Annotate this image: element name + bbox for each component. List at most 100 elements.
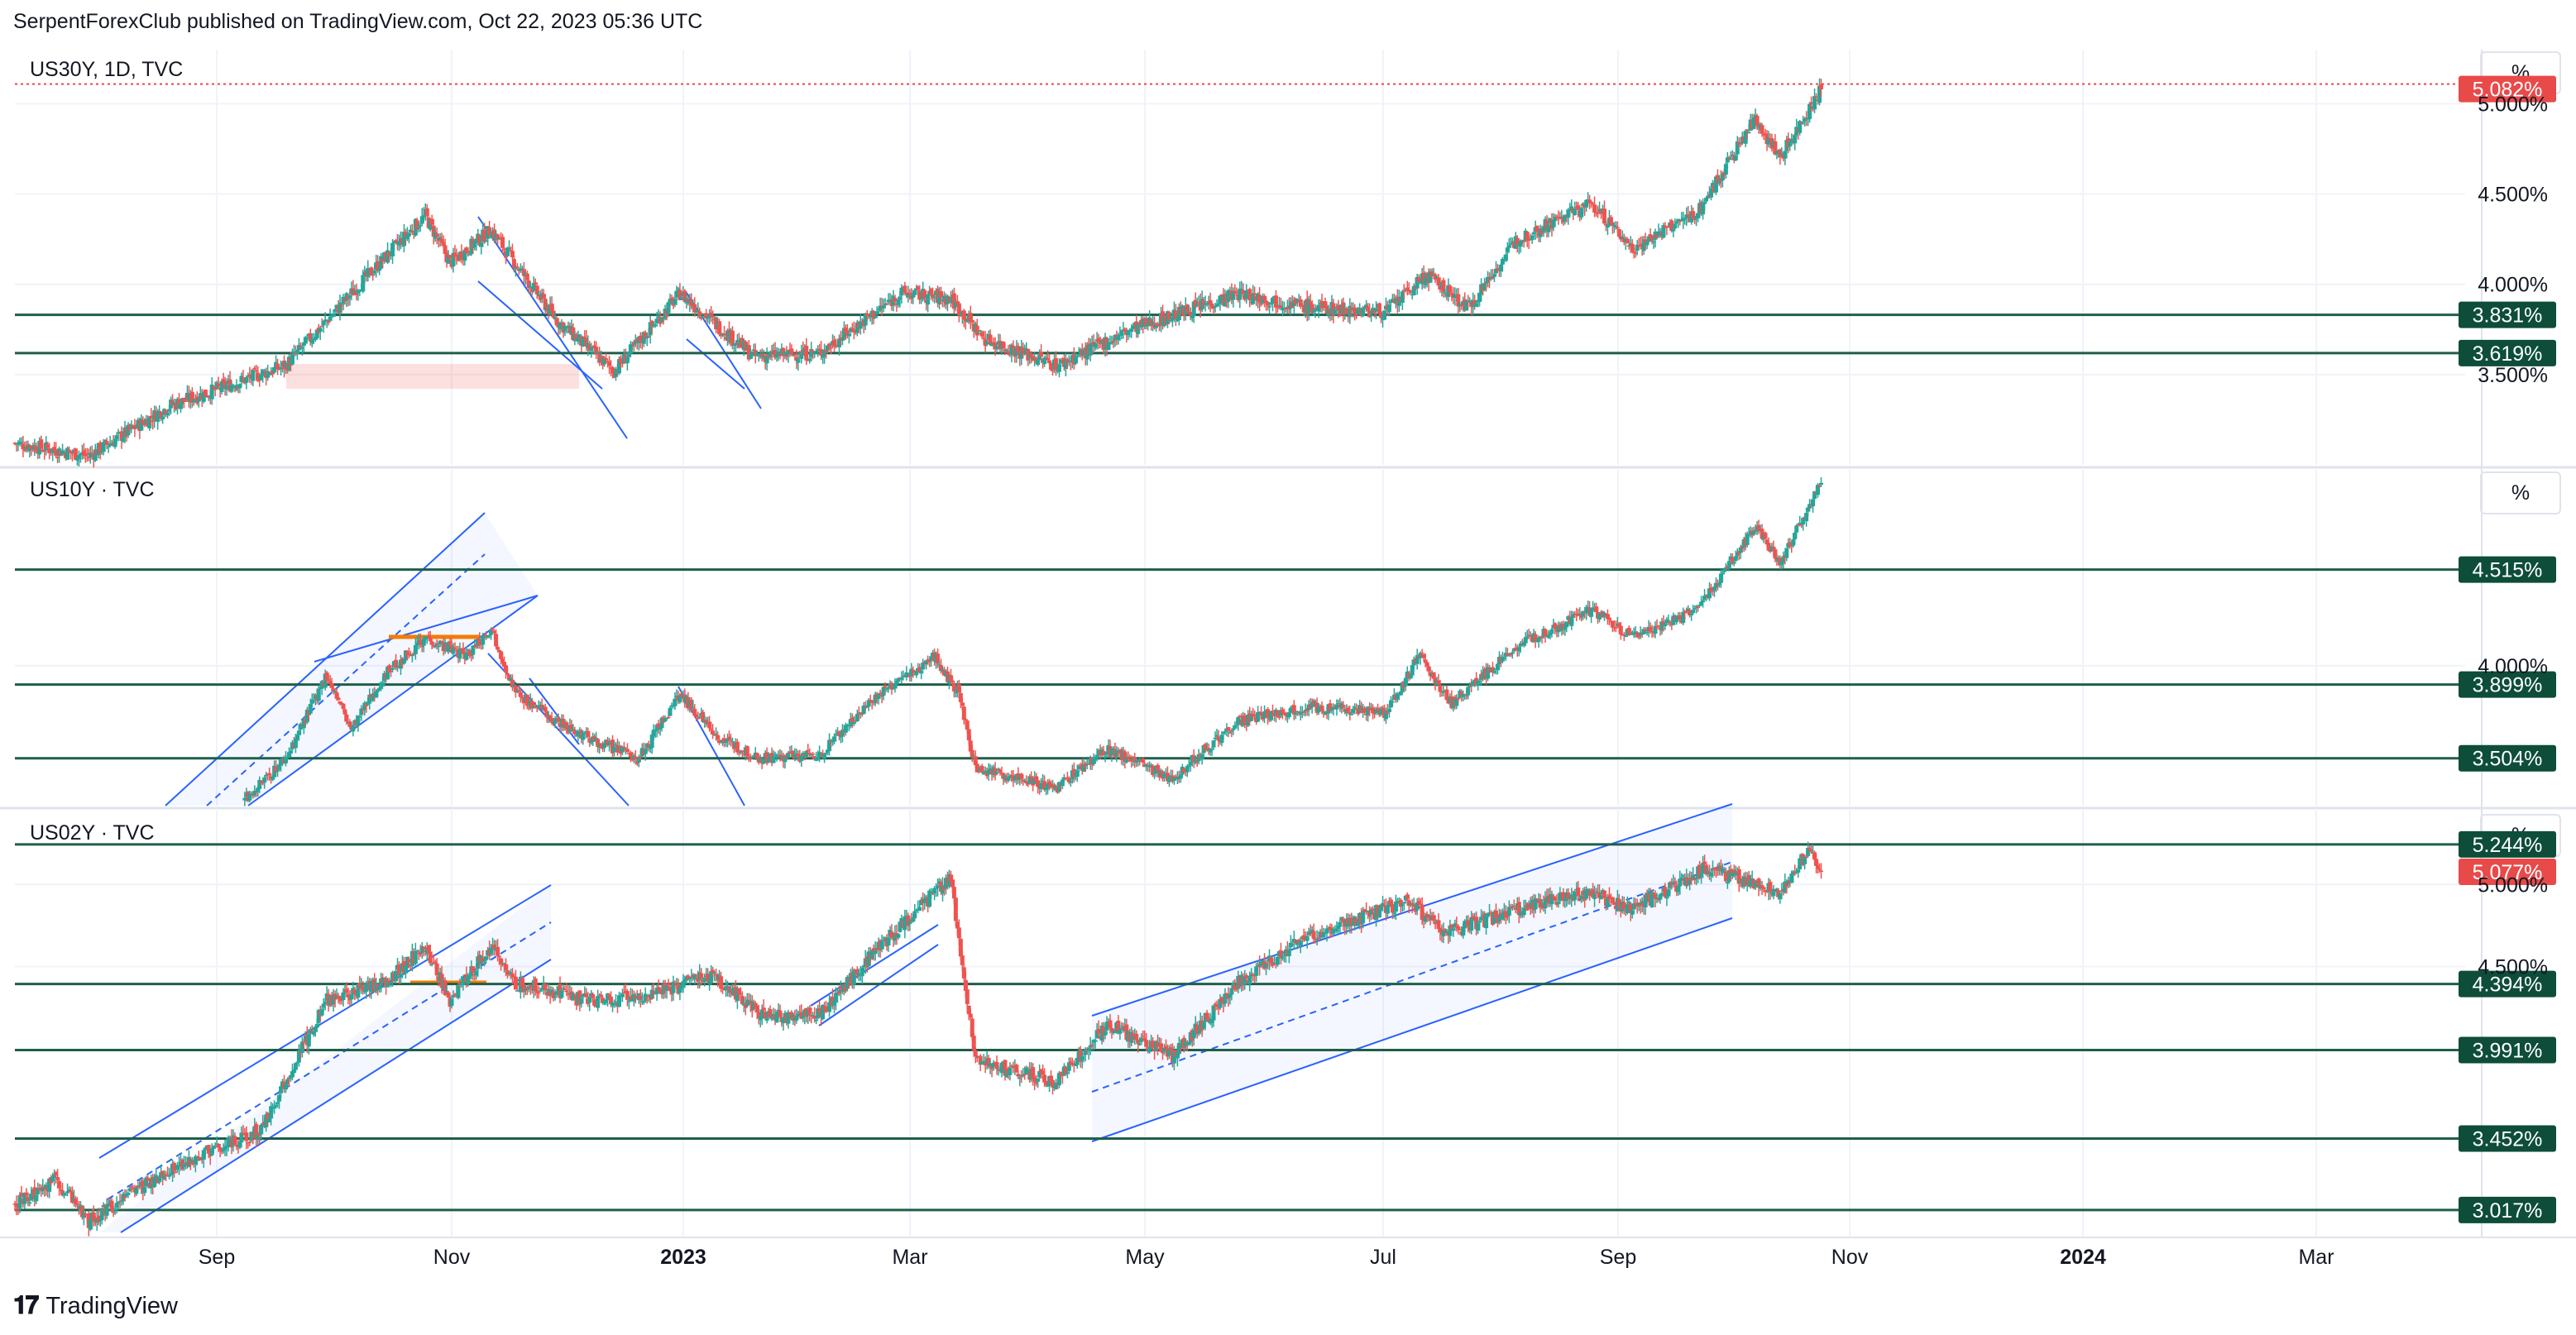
candle-body [1141, 758, 1146, 763]
candle-body [707, 721, 712, 729]
candle-body [1410, 665, 1415, 676]
candle-body [441, 242, 446, 246]
candle-body [1366, 706, 1371, 715]
candle-body [1288, 707, 1293, 713]
candle-body [1234, 291, 1239, 294]
candle-body [579, 998, 584, 1004]
candle-body [167, 409, 172, 412]
candle-body [324, 320, 329, 322]
candle-body [1329, 709, 1334, 711]
candle-body [409, 231, 414, 233]
candle-body [364, 983, 369, 993]
candle-body [927, 660, 932, 663]
candle-body [1276, 304, 1281, 307]
candle-body [339, 304, 344, 306]
candle-body [469, 654, 474, 657]
candle-body [1027, 776, 1032, 784]
candle-body [36, 1187, 41, 1194]
candle-body [979, 332, 984, 337]
candle-body [356, 983, 361, 998]
candle-body [59, 1189, 64, 1191]
candle-body [988, 334, 993, 345]
candle-body [291, 1069, 296, 1074]
candle-body [1523, 637, 1528, 644]
candle-body [1029, 776, 1034, 779]
candle-body [551, 992, 556, 998]
candle-body [390, 242, 395, 256]
candle-body [21, 443, 26, 450]
candle-body [866, 700, 871, 707]
candle-body [487, 227, 492, 237]
candle-body [1566, 209, 1571, 218]
candle-body [1042, 781, 1047, 790]
candle-body [936, 653, 941, 664]
level-badge [2459, 1196, 2556, 1223]
candle-body [1223, 730, 1228, 733]
candle-body [346, 993, 351, 998]
candle-body [19, 1193, 24, 1198]
candle-body [1276, 716, 1281, 719]
candle-body [1466, 687, 1471, 696]
channel-line [477, 280, 603, 390]
candle-body [735, 741, 740, 753]
candle-body [1812, 96, 1817, 110]
candle-body [443, 245, 448, 254]
candle-body [1300, 304, 1305, 307]
candle-body [678, 695, 682, 703]
candle-body [594, 347, 599, 355]
candle-body [73, 1199, 78, 1204]
candle-body [489, 947, 494, 955]
candle-body [592, 999, 597, 1007]
candle-body [1296, 711, 1301, 714]
candle-body [1498, 264, 1503, 272]
candle-body [1543, 629, 1548, 637]
candle-body [917, 290, 922, 300]
candle-body [1602, 208, 1606, 224]
candle-body [288, 750, 293, 754]
candle-body [68, 451, 73, 453]
candle-body [361, 985, 366, 991]
candle-body [986, 769, 991, 775]
percent-scale-button-us10y[interactable]: % [2480, 471, 2561, 514]
candle-body [937, 292, 942, 304]
candle-body [1208, 299, 1213, 306]
candle-body [1620, 237, 1625, 239]
candle-body [271, 777, 275, 780]
candle-body [421, 215, 426, 218]
candle-body [1379, 708, 1384, 715]
level-badge [2459, 970, 2556, 998]
candle-body [1506, 245, 1511, 248]
candle-body [262, 777, 267, 783]
candle-body [1788, 542, 1793, 546]
candle-body [1643, 239, 1648, 244]
candle-body [1111, 748, 1116, 750]
candle-body [843, 725, 848, 733]
candle-body [543, 706, 548, 712]
candle-body [1505, 247, 1510, 253]
candle-body [1191, 755, 1196, 763]
candle-body [1606, 617, 1611, 620]
candle-body [1689, 613, 1694, 615]
candle-body [286, 752, 291, 758]
channel-line [107, 921, 552, 1200]
candle-body [1209, 749, 1214, 750]
candle-body [526, 706, 531, 709]
candle-body [1597, 614, 1602, 620]
candle-body [1735, 141, 1740, 155]
candle-body [1756, 524, 1761, 532]
candle-body [65, 1191, 70, 1194]
candle-body [827, 739, 832, 751]
candle-body [1801, 122, 1806, 123]
candle-body [1243, 715, 1247, 724]
candle-body [674, 290, 679, 298]
candle-body [1723, 164, 1728, 175]
candle-body [1231, 728, 1236, 730]
candle-body [319, 326, 324, 328]
candle-body [1251, 293, 1256, 304]
candle-body [314, 1024, 319, 1028]
candle-body [418, 225, 423, 227]
candle-body [506, 674, 511, 681]
candle-body [1356, 309, 1361, 314]
candle-body [816, 349, 821, 352]
